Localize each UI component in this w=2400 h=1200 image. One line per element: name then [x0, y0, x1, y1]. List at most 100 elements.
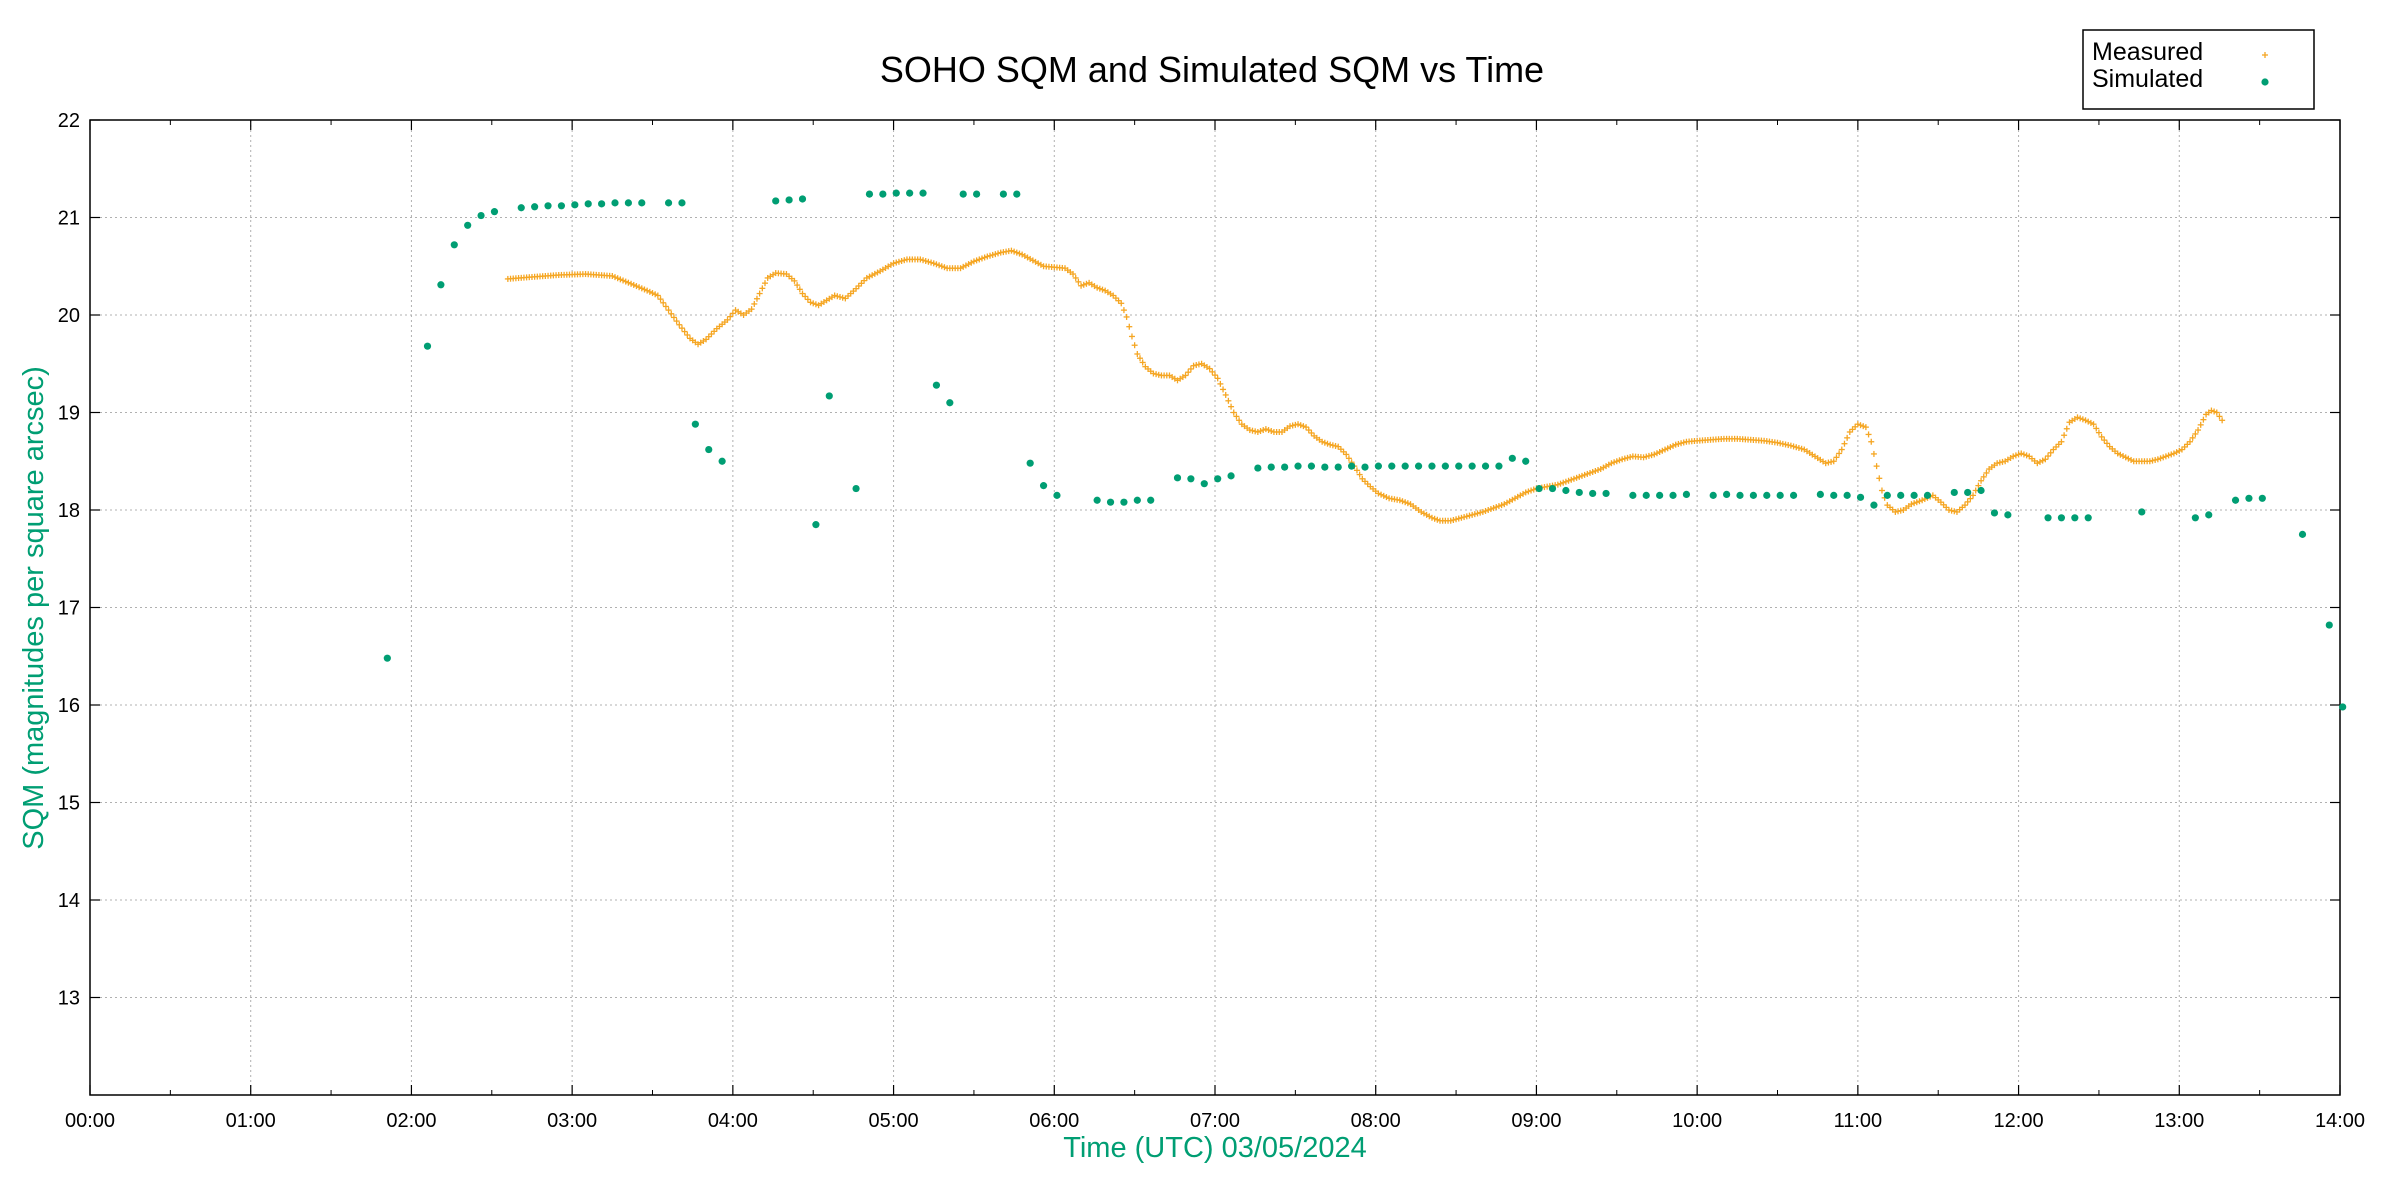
simulated-point: [1508, 454, 1516, 462]
simulated-point: [1334, 463, 1342, 471]
simulated-point: [1789, 491, 1798, 499]
measured-point: [1870, 450, 1877, 457]
measured-point: [759, 285, 766, 292]
measured-point: [1576, 473, 1583, 480]
simulated-point: [1562, 486, 1570, 495]
measured-point: [941, 264, 948, 271]
simulated-point: [705, 445, 713, 454]
measured-point: [2128, 456, 2135, 463]
simulated-point: [919, 189, 927, 197]
measured-point: [2095, 429, 2102, 436]
measured-point: [751, 300, 758, 307]
measured-point: [1011, 248, 1018, 255]
measured-point: [670, 314, 677, 321]
measured-point: [660, 299, 667, 306]
measured-point: [1838, 446, 1845, 453]
measured-point: [1525, 488, 1532, 495]
measured-point: [2047, 449, 2054, 456]
measured-point: [1581, 471, 1588, 478]
measured-point: [839, 294, 846, 301]
measured-point: [1619, 456, 1626, 463]
measured-point: [1303, 424, 1310, 431]
measured-point: [665, 307, 672, 314]
measured-point: [2020, 451, 2027, 458]
x-tick-label: 05:00: [869, 1110, 919, 1132]
measured-point: [1096, 285, 1103, 292]
measured-point: [2010, 453, 2017, 460]
measured-point: [1185, 369, 1192, 376]
simulated-point: [1039, 482, 1048, 490]
simulated-point: [1106, 498, 1115, 506]
simulated-point: [678, 199, 686, 207]
measured-point: [1455, 515, 1462, 522]
measured-point: [2120, 453, 2127, 460]
measured-point: [1402, 499, 1409, 506]
simulated-point: [571, 201, 579, 209]
simulated-point: [638, 199, 646, 207]
measured-point: [1190, 362, 1197, 369]
measured-point: [2200, 416, 2207, 423]
simulated-point: [1133, 496, 1141, 504]
measured-point: [612, 274, 618, 281]
measured-point: [2154, 456, 2161, 463]
measured-point: [855, 282, 862, 289]
measured-point: [1428, 514, 1435, 521]
simulated-point: [450, 241, 458, 249]
measured-point: [1155, 371, 1162, 378]
simulated-point: [1870, 501, 1878, 509]
x-axis-label: Time (UTC) 03/05/2024: [1063, 1132, 1367, 1164]
measured-point: [796, 286, 803, 293]
measured-point: [970, 258, 977, 265]
measured-point: [2152, 456, 2159, 463]
measured-point: [2063, 425, 2070, 432]
simulated-point: [999, 190, 1007, 198]
measured-point: [1578, 472, 1585, 479]
x-tick-label: 02:00: [386, 1110, 436, 1132]
measured-point: [799, 290, 806, 297]
measured-point: [2101, 437, 2108, 444]
simulated-point: [1093, 496, 1101, 504]
simulated-point: [1214, 475, 1222, 483]
measured-point: [649, 290, 656, 297]
measured-point: [2042, 456, 2049, 463]
simulated-point: [973, 190, 981, 198]
measured-point: [1474, 510, 1481, 517]
y-tick-label: 14: [58, 890, 80, 912]
measured-point: [1967, 495, 1974, 502]
measured-point: [812, 301, 819, 308]
measured-point: [802, 293, 809, 300]
measured-point: [1217, 380, 1224, 387]
measured-point: [1493, 504, 1500, 511]
measured-point: [890, 260, 897, 267]
measured-point: [1471, 511, 1478, 518]
simulated-point: [2258, 494, 2266, 502]
measured-point: [1798, 445, 1805, 452]
measured-point: [1080, 281, 1087, 288]
simulated-point: [772, 197, 780, 205]
simulated-point: [611, 199, 619, 207]
x-tick-label: 06:00: [1029, 1110, 1079, 1132]
simulated-point: [1441, 462, 1449, 470]
measured-point: [1321, 439, 1328, 446]
measured-point: [895, 258, 902, 265]
x-tick-label: 12:00: [1994, 1110, 2044, 1132]
simulated-point: [1026, 459, 1034, 467]
measured-point: [837, 293, 843, 300]
measured-point: [1557, 480, 1564, 487]
measured-point: [2125, 455, 2132, 462]
simulated-point: [959, 190, 967, 198]
measured-point: [928, 259, 935, 266]
measured-point: [1222, 391, 1229, 398]
measured-point: [2039, 457, 2046, 464]
measured-point: [1453, 516, 1460, 523]
measured-point: [1300, 423, 1307, 430]
measured-point: [2012, 452, 2019, 459]
measured-point: [1860, 423, 1867, 430]
measured-point: [2160, 454, 2167, 461]
measured-point: [628, 280, 635, 287]
simulated-point: [1481, 462, 1490, 470]
simulated-point: [1388, 462, 1396, 470]
measured-point: [831, 292, 838, 299]
measured-point: [1795, 444, 1802, 451]
measured-point: [2173, 449, 2180, 456]
